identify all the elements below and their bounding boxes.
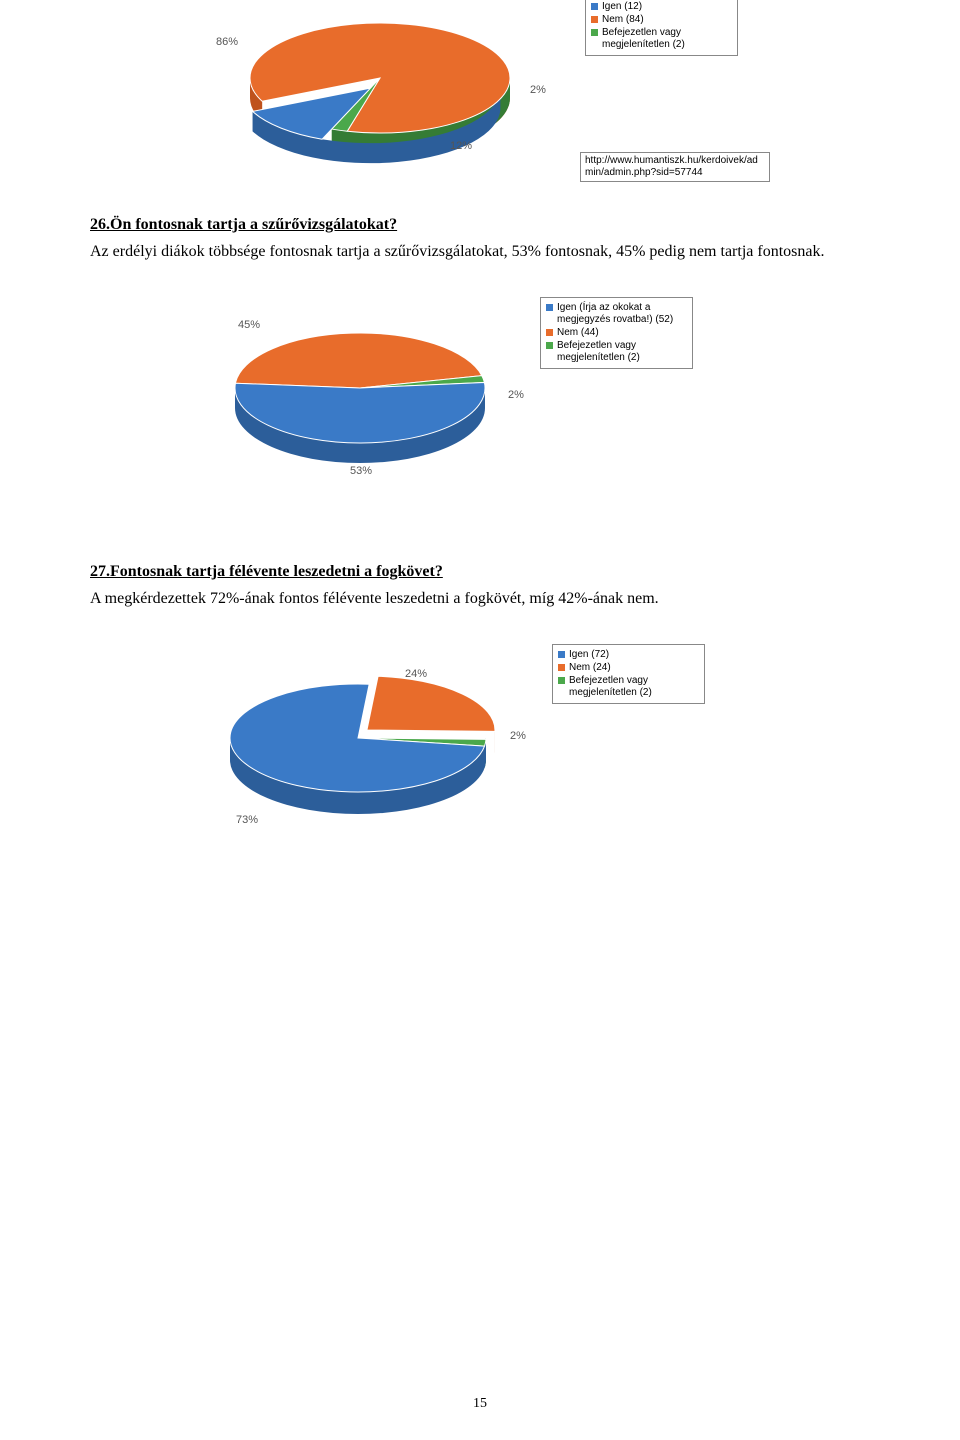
legend-swatch-icon — [546, 342, 553, 349]
legend-item: Igen (12) — [591, 1, 732, 13]
chart2-label-2: 2% — [508, 389, 524, 401]
chart2-label-45: 45% — [238, 319, 260, 331]
chart3-wrap: 24% 73% 2% Igen (72) Nem (24) Befejezetl… — [190, 640, 730, 840]
legend-item: Nem (44) — [546, 327, 687, 339]
legend-swatch-icon — [558, 664, 565, 671]
chart3-legend: Igen (72) Nem (24) Befejezetlen vagy meg… — [552, 644, 705, 704]
chart1-pie — [210, 0, 550, 170]
chart1-wrap: 86% 12% 2% Igen (12) Nem (84) Befejezetl… — [210, 0, 770, 190]
chart1-url: http://www.humantiszk.hu/kerdoivek/admin… — [580, 152, 770, 182]
legend-label: Nem (84) — [602, 14, 644, 26]
q26-heading: 26.Ön fontosnak tartja a szűrővizsgálato… — [90, 216, 870, 234]
chart1-label-2: 2% — [530, 84, 546, 96]
legend-swatch-icon — [591, 3, 598, 10]
legend-item: Befejezetlen vagy megjelenítetlen (2) — [558, 675, 699, 699]
legend-swatch-icon — [558, 651, 565, 658]
legend-label: Igen (Írja az okokat a megjegyzés rovatb… — [557, 302, 687, 326]
legend-item: Igen (Írja az okokat a megjegyzés rovatb… — [546, 302, 687, 326]
chart1-label-12: 12% — [450, 140, 472, 152]
legend-swatch-icon — [591, 29, 598, 36]
chart3-label-2: 2% — [510, 730, 526, 742]
chart1-label-86: 86% — [216, 36, 238, 48]
legend-item: Befejezetlen vagy megjelenítetlen (2) — [591, 27, 732, 51]
legend-label: Nem (44) — [557, 327, 599, 339]
legend-swatch-icon — [546, 304, 553, 311]
legend-item: Nem (24) — [558, 662, 699, 674]
q27-heading: 27.Fontosnak tartja félévente leszedetni… — [90, 563, 870, 581]
legend-label: Igen (72) — [569, 649, 609, 661]
chart1-legend: Igen (12) Nem (84) Befejezetlen vagy meg… — [585, 0, 738, 56]
legend-item: Befejezetlen vagy megjelenítetlen (2) — [546, 340, 687, 364]
legend-label: Igen (12) — [602, 1, 642, 13]
q27-body: A megkérdezettek 72%-ának fontos féléven… — [90, 587, 870, 610]
page-number: 15 — [0, 1396, 960, 1412]
legend-swatch-icon — [558, 677, 565, 684]
legend-label: Nem (24) — [569, 662, 611, 674]
chart2-label-53: 53% — [350, 465, 372, 477]
legend-label: Befejezetlen vagy megjelenítetlen (2) — [569, 675, 699, 699]
chart3-label-24: 24% — [405, 668, 427, 680]
legend-swatch-icon — [546, 329, 553, 336]
legend-label: Befejezetlen vagy megjelenítetlen (2) — [602, 27, 732, 51]
chart3-pie — [190, 640, 530, 830]
legend-item: Igen (72) — [558, 649, 699, 661]
legend-swatch-icon — [591, 16, 598, 23]
chart2-wrap: 45% 53% 2% Igen (Írja az okokat a megjeg… — [190, 293, 730, 503]
chart3-label-73: 73% — [236, 814, 258, 826]
legend-item: Nem (84) — [591, 14, 732, 26]
q26-body: Az erdélyi diákok többsége fontosnak tar… — [90, 240, 870, 263]
chart2-legend: Igen (Írja az okokat a megjegyzés rovatb… — [540, 297, 693, 369]
legend-label: Befejezetlen vagy megjelenítetlen (2) — [557, 340, 687, 364]
